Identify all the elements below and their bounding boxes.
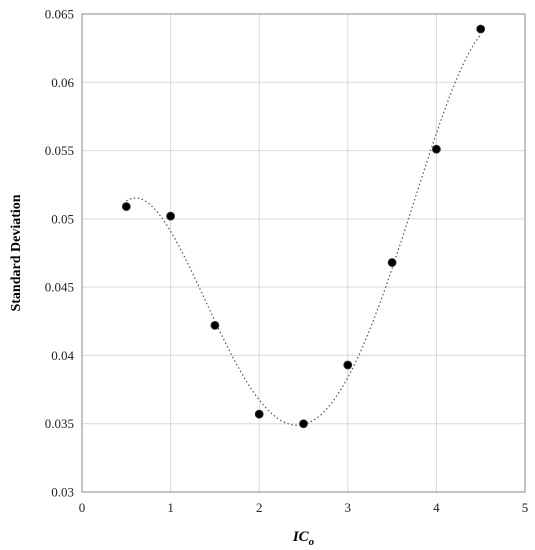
x-tick-label: 4 — [433, 500, 440, 515]
data-point — [299, 419, 308, 429]
x-tick-label: 3 — [345, 500, 352, 515]
data-point — [121, 202, 131, 211]
data-point — [343, 360, 353, 370]
x-axis-title-main: IC — [292, 529, 310, 545]
y-tick-label: 0.055 — [45, 143, 74, 158]
y-tick-label: 0.03 — [51, 485, 74, 500]
plot-area-frame — [81, 13, 526, 493]
data-point — [210, 320, 220, 330]
y-tick-label: 0.04 — [51, 348, 74, 363]
data-point — [254, 409, 264, 419]
x-tick-label: 5 — [522, 500, 529, 515]
x-axis-ticks: 0 1 2 3 4 5 — [79, 500, 529, 515]
y-axis-ticks: 0.03 0.035 0.04 0.045 0.05 0.055 0.06 0.065 — [45, 7, 75, 500]
x-axis-title-subscript: o — [309, 536, 315, 548]
data-point — [431, 144, 441, 154]
y-axis-title: Standard Deviation — [9, 194, 24, 311]
data-point — [166, 211, 176, 221]
trendline — [125, 34, 482, 426]
y-tick-label: 0.06 — [51, 75, 74, 90]
y-tick-label: 0.05 — [51, 211, 74, 226]
x-axis-title: ICo — [292, 529, 315, 548]
y-tick-label: 0.065 — [45, 7, 74, 22]
x-tick-label: 0 — [79, 500, 86, 515]
x-tick-label: 1 — [167, 500, 174, 515]
data-points — [121, 24, 486, 429]
x-tick-label: 2 — [256, 500, 263, 515]
data-point — [387, 258, 397, 267]
data-point — [476, 24, 486, 34]
y-tick-label: 0.045 — [45, 280, 74, 295]
y-tick-label: 0.035 — [45, 416, 74, 431]
